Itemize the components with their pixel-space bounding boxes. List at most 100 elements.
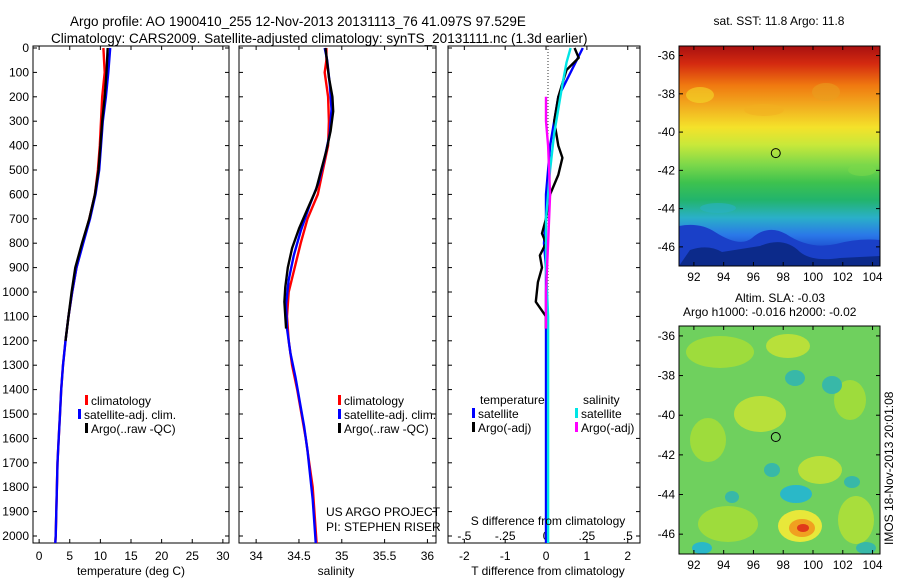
depth-tick-label: 1200 — [2, 334, 29, 348]
lon-tick-label: 94 — [717, 558, 731, 572]
difference-legend: temperature satellite Argo(-adj) salinit… — [472, 393, 634, 435]
temperature-legend: climatology satellite-adj. clim. Argo(..… — [78, 394, 176, 436]
legend-label-climatology: climatology — [91, 394, 151, 408]
lat-tick-label: -36 — [658, 329, 676, 343]
sla-map-title-line2: Argo h1000: -0.016 h2000: -0.02 — [683, 305, 857, 319]
lon-tick-label: 92 — [687, 558, 701, 572]
depth-tick-label: 200 — [9, 90, 29, 104]
series-line-argo-raw-qc- — [64, 47, 109, 341]
lat-tick-label: -44 — [658, 202, 676, 216]
argo-location-marker — [770, 148, 781, 159]
legend-swatch-s-satellite — [575, 408, 578, 418]
x-tick-label: 36 — [421, 549, 435, 563]
salinity-panel-frame — [238, 45, 437, 544]
lat-tick-label: -40 — [658, 125, 676, 139]
salinity-xlabel: salinity — [318, 564, 355, 578]
series-line-s-argo-adj- — [544, 96, 552, 329]
depth-tick-label: 0 — [22, 41, 29, 55]
salinity-axis-ticks: 34 34.5 35 35.5 36 — [249, 46, 434, 563]
difference-depth-ticks — [448, 47, 640, 537]
legend-label-argo: Argo(..raw -QC) — [344, 422, 429, 436]
lon-tick-label: 96 — [747, 270, 761, 284]
lon-tick-label: 94 — [717, 270, 731, 284]
sla-map-ticks: 92 94 96 98 100 102 104 -36 -38 -40 -42 -44 -46 — [658, 326, 883, 572]
s-tick-label: .25 — [579, 529, 596, 543]
x-tick-label: 20 — [155, 549, 169, 563]
sla-map-title-line1: Altim. SLA: -0.03 — [735, 291, 825, 305]
lat-tick-label: -36 — [658, 49, 676, 63]
argo-location-marker — [770, 432, 781, 443]
depth-tick-label: 1900 — [2, 505, 29, 519]
legend-label-s-satellite: satellite — [581, 407, 622, 421]
salinity-legend: climatology satellite-adj. clim. Argo(..… — [338, 394, 436, 436]
figure-title-line1: Argo profile: AO 1900410_255 12-Nov-2013… — [70, 14, 526, 29]
difference-panel-frame — [447, 45, 641, 544]
legend-label-satellite: satellite-adj. clim. — [344, 408, 436, 422]
depth-tick-label: 800 — [9, 236, 29, 250]
legend-label-t-argo: Argo(-adj) — [478, 421, 531, 435]
legend-swatch-argo — [85, 423, 88, 433]
lon-tick-label: 100 — [803, 270, 823, 284]
t-difference-xlabel: T difference from climatology — [471, 564, 625, 578]
legend-swatch-climatology — [338, 395, 341, 405]
x-tick-label: 0 — [36, 549, 43, 563]
lon-tick-label: 104 — [863, 558, 883, 572]
x-tick-label: 0 — [543, 549, 550, 563]
depth-tick-label: 1500 — [2, 407, 29, 421]
series-line-satellite-adj-clim- — [284, 47, 333, 543]
lon-tick-label: 96 — [747, 558, 761, 572]
x-tick-label: 5 — [66, 549, 73, 563]
pi-label: PI: STEPHEN RISER — [326, 520, 441, 534]
x-tick-label: 35 — [335, 549, 349, 563]
legend-label-t-satellite: satellite — [478, 407, 519, 421]
legend-label-climatology: climatology — [344, 394, 404, 408]
x-tick-label: 34.5 — [287, 549, 311, 563]
x-tick-label: -1 — [500, 549, 511, 563]
legend-swatch-climatology — [85, 395, 88, 405]
temperature-xlabel: temperature (deg C) — [77, 564, 185, 578]
s-tick-label: -.5 — [457, 529, 471, 543]
lat-tick-label: -42 — [658, 163, 676, 177]
legend-swatch-argo — [338, 423, 341, 433]
sst-map-title: sat. SST: 11.8 Argo: 11.8 — [714, 14, 845, 28]
lat-tick-label: -44 — [658, 488, 676, 502]
lon-tick-label: 98 — [777, 270, 791, 284]
depth-tick-label: 700 — [9, 212, 29, 226]
s-difference-label: S difference from climatology — [471, 514, 626, 528]
s-tick-label: -.25 — [495, 529, 516, 543]
lon-tick-label: 92 — [687, 270, 701, 284]
difference-lines — [534, 47, 584, 543]
temperature-axis-ticks: 0 5 10 15 20 25 30 — [36, 46, 230, 563]
depth-tick-label: 900 — [9, 261, 29, 275]
legend-swatch-t-argo — [472, 422, 475, 432]
salinity-depth-ticks — [239, 47, 436, 537]
x-tick-label: 25 — [186, 549, 200, 563]
temperature-panel-frame — [32, 45, 230, 544]
figure-title-line2: Climatology: CARS2009. Satellite-adjuste… — [51, 31, 588, 46]
depth-tick-label: 600 — [9, 187, 29, 201]
x-tick-label: 34 — [249, 549, 263, 563]
lat-tick-label: -38 — [658, 369, 676, 383]
depth-tick-label: 100 — [9, 65, 29, 79]
imos-timestamp: IMOS 18-Nov-2013 20:01:08 — [882, 391, 896, 545]
project-label: US ARGO PROJECT — [326, 505, 441, 519]
series-line-s-satellite — [544, 47, 572, 543]
depth-tick-label: 300 — [9, 114, 29, 128]
lon-tick-label: 98 — [777, 558, 791, 572]
s-tick-label: .5 — [623, 529, 633, 543]
legend-swatch-satellite — [338, 409, 341, 419]
lon-tick-label: 102 — [833, 558, 853, 572]
legend-title-salinity: salinity — [583, 393, 620, 407]
depth-axis-ticks: 0 100 200 300 400 500 600 700 800 900 1000 1100 1200… — [2, 41, 229, 543]
x-tick-label: 35.5 — [373, 549, 397, 563]
temperature-lines — [54, 47, 112, 543]
legend-swatch-t-satellite — [472, 408, 475, 418]
depth-tick-label: 1800 — [2, 480, 29, 494]
legend-swatch-satellite — [78, 409, 81, 419]
depth-tick-label: 1400 — [2, 383, 29, 397]
x-tick-label: -2 — [459, 549, 470, 563]
legend-label-argo: Argo(..raw -QC) — [91, 422, 176, 436]
lat-tick-label: -42 — [658, 448, 676, 462]
legend-swatch-s-argo — [575, 422, 578, 432]
lat-tick-label: -46 — [658, 527, 676, 541]
